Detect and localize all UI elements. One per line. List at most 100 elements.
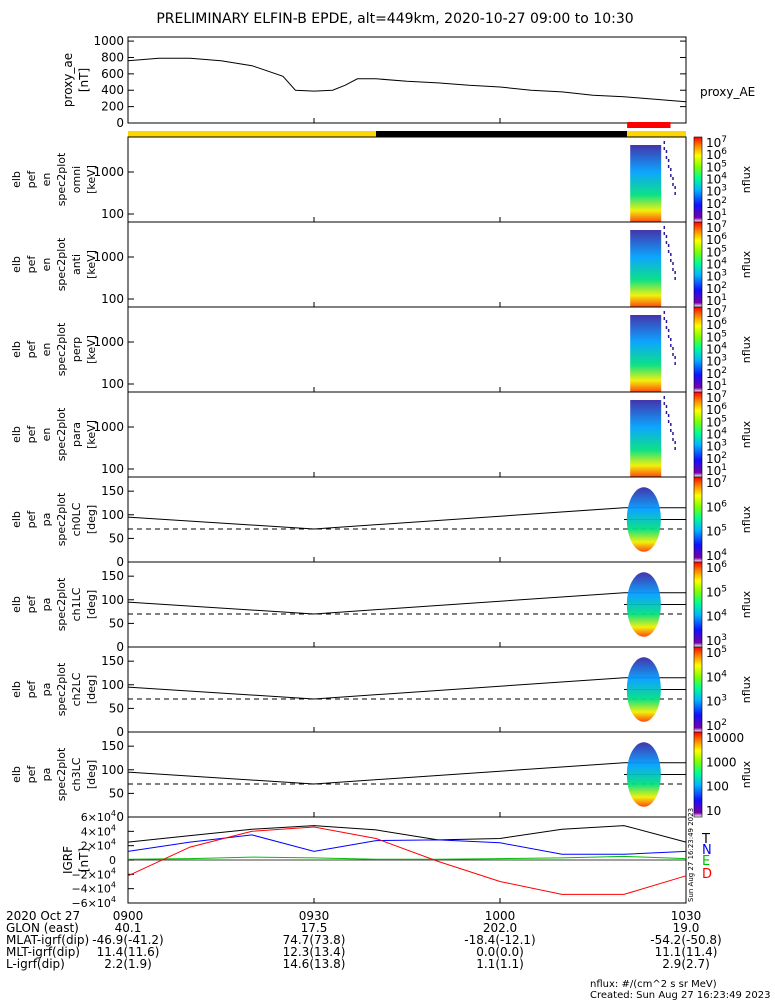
ae-y-ticks: 1000 800 600 400 200 0: [93, 34, 686, 130]
pa-panel-2: 150 100 50 0 elb pef pa spec2plot ch2LC [deg] 105 1…: [10, 645, 753, 739]
pa-ytick-label: 100: [101, 678, 124, 692]
table-cell: 12.3(13.4): [283, 945, 346, 959]
pa-ytick-label: 0: [116, 810, 124, 824]
colorbar-tick-exponent: 2: [721, 196, 727, 206]
pa-ytick-label: 50: [109, 786, 124, 800]
colorbar-tick-exponent: 3: [721, 694, 727, 704]
colorbar: [693, 561, 703, 648]
table-cell: -46.9(-41.2): [92, 933, 163, 947]
colorbar-tick-label: 1000: [706, 755, 737, 769]
panel-label-line: [deg]: [85, 675, 98, 704]
colorbar-tick-label: 10000: [706, 731, 744, 745]
colorbar-tick-exponent: 4: [721, 427, 727, 437]
igrf-lines: [127, 825, 687, 895]
spec-ytick-label: 100: [101, 207, 124, 221]
table-cell: 2.2(1.9): [104, 957, 152, 971]
table-cell: 17.5: [301, 921, 328, 935]
colorbar-tick-exponent: 1: [721, 378, 727, 388]
panel-label-line: elb: [10, 426, 23, 443]
spectrogram-data: [630, 400, 662, 477]
proxy-ae-line: [127, 57, 687, 103]
panel-label-line: pef: [25, 340, 38, 359]
colorbar-tick-label: 105: [706, 524, 727, 539]
igrf-ylabel: IGRF: [61, 846, 75, 874]
panel-label-line: pef: [25, 255, 38, 274]
panel-label-line: elb: [10, 511, 23, 528]
colorbar-unit: nflux: [740, 590, 753, 618]
colorbar-unit: nflux: [740, 675, 753, 703]
status-segment: [128, 131, 376, 137]
colorbar-tick-exponent: 6: [721, 560, 727, 570]
spec-ytick-label: 1000: [93, 420, 124, 434]
colorbar-unit: nflux: [740, 420, 753, 448]
colorbar-tick-exponent: 4: [721, 669, 727, 679]
panel-label-line: elb: [10, 681, 23, 698]
table-cell: 1030: [671, 909, 702, 923]
pa-ytick-label: 0: [116, 640, 124, 654]
colorbar-tick-exponent: 6: [721, 317, 727, 327]
colorbar-tick-label: 106: [706, 560, 727, 575]
colorbar-tick-exponent: 5: [721, 584, 727, 594]
panel-label-line: spec2plot: [55, 237, 68, 291]
pitch-angle-data: [626, 487, 661, 552]
pitch-angle-data: [626, 572, 661, 637]
status-segment: [376, 131, 628, 137]
pa-panel-3: 150 100 50 0 elb pef pa spec2plot ch3LC [deg] 1000…: [10, 731, 753, 824]
colorbar-tick-exponent: 5: [721, 244, 727, 254]
table-cell: 0.0(0.0): [476, 945, 524, 959]
panel-label-line: [deg]: [85, 505, 98, 534]
pa-ytick-label: 100: [101, 593, 124, 607]
colorbar-tick-exponent: 4: [721, 609, 727, 619]
panel-label-line: pef: [25, 595, 38, 614]
colorbar-tick-exponent: 7: [721, 305, 727, 315]
spec-frame: [127, 391, 687, 478]
pa-panel-0: 150 100 50 0 elb pef pa spec2plot ch0LC [deg] 107 1…: [10, 475, 753, 569]
panel-label-line: elb: [10, 256, 23, 273]
ae-ytick-label: 600: [101, 67, 124, 81]
status-segment: [627, 131, 686, 137]
panel-label-line: anti: [70, 254, 83, 275]
igrf-ytick-label: 0: [109, 854, 116, 867]
proxy-ae-panel: proxy_ae [nT] 1000 800 600 400 200 0 proxy_AE: [61, 34, 755, 130]
table-row-label: MLAT-igrf(dip): [6, 933, 89, 947]
panel-label-line: ch2LC: [70, 672, 83, 706]
ephemeris-table: 2020 Oct 27 0900 0930 1000 1030 GLON (east) 40…: [6, 909, 722, 971]
panel-label-line: spec2plot: [55, 322, 68, 376]
table-row-label: MLT-igrf(dip): [6, 945, 80, 959]
table-cell: 0930: [299, 909, 330, 923]
legend-d: D: [702, 867, 712, 882]
pa-frame: [127, 646, 687, 733]
colorbar-tick-exponent: 1: [721, 208, 727, 218]
panel-label-line: en: [40, 173, 53, 187]
loss-cone-line: [127, 507, 686, 530]
legend-n: N: [702, 843, 712, 858]
colorbar-tick-exponent: 6: [721, 499, 727, 509]
spectrogram-data: [630, 230, 662, 307]
panel-label-line: pa: [40, 683, 53, 697]
igrf-ytick-label: −6×104: [71, 895, 116, 910]
igrf-series-d: [127, 826, 687, 895]
igrf-ytick-label: 2×104: [81, 838, 116, 853]
panel-label-line: pa: [40, 513, 53, 527]
colorbar-tick-exponent: 3: [721, 633, 727, 643]
igrf-series-n: [127, 834, 687, 855]
ae-frame: [127, 36, 687, 124]
colorbar-tick-exponent: 1: [721, 293, 727, 303]
colorbar-tick-exponent: 5: [721, 645, 727, 655]
colorbar-unit: nflux: [740, 165, 753, 193]
panel-label-line: spec2plot: [55, 492, 68, 546]
colorbar-tick-label: 100: [706, 780, 729, 794]
panel-label-line: spec2plot: [55, 577, 68, 631]
panel-label-line: elb: [10, 171, 23, 188]
colorbar: [693, 646, 703, 733]
time-axis: [127, 118, 687, 903]
colorbar-tick-label: 106: [706, 499, 727, 514]
ae-ytick-label: 0: [116, 116, 124, 130]
colorbar-tick-label: 10: [706, 804, 721, 818]
pitch-angle-data: [626, 657, 661, 722]
colorbar-tick-exponent: 7: [721, 475, 727, 485]
colorbar: [693, 731, 703, 818]
